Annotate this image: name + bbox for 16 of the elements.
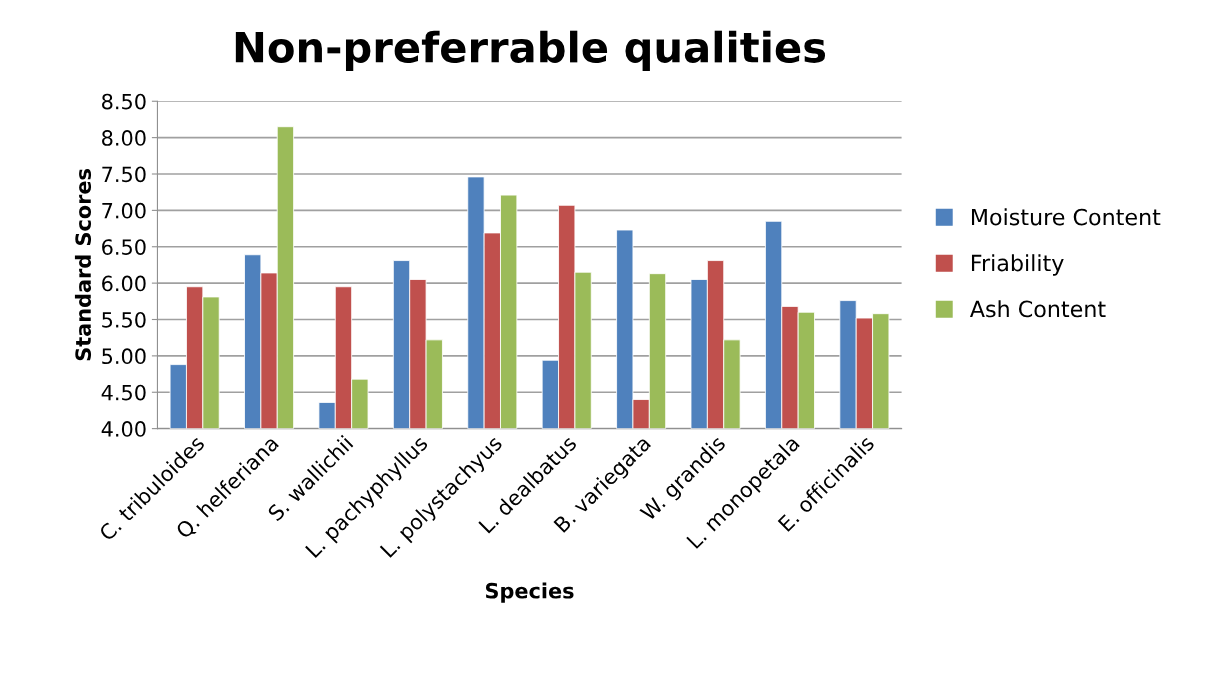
y-tick-label: 6.00 — [102, 275, 146, 292]
y-tick-label: 6.50 — [102, 239, 146, 255]
y-tick-label: 4.50 — [101, 384, 146, 401]
legend-label: Friability — [971, 254, 1064, 276]
y-tick-label: 8.50 — [102, 93, 146, 110]
legend-label: Ash Content — [969, 300, 1106, 318]
y-tick-label: 7.00 — [102, 202, 146, 219]
y-tick-label: 5.50 — [102, 311, 146, 328]
chart-title: Non-preferrable qualities — [235, 30, 826, 72]
y-tick-label: 5.00 — [102, 348, 146, 365]
y-tick-label: 7.50 — [102, 166, 146, 183]
legend-label: Moisture Content — [971, 208, 1161, 226]
y-tick-label: 4.00 — [101, 421, 146, 437]
x-axis-title: Species — [485, 582, 574, 603]
y-tick-label: 8.00 — [102, 130, 146, 146]
y-axis-title: Standard Scores — [74, 169, 92, 361]
